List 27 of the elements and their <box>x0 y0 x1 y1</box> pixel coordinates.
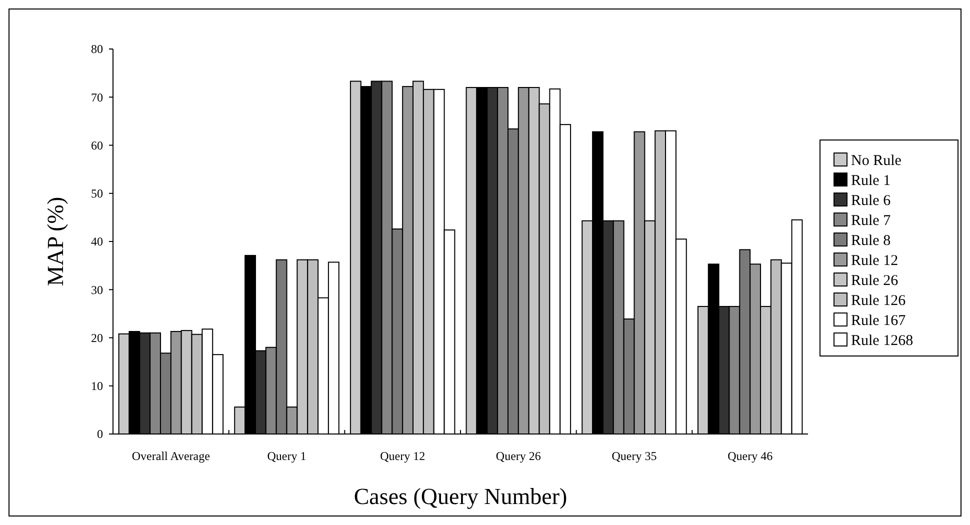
y-tick-label: 20 <box>91 330 103 345</box>
x-tick-label: Query 1 <box>267 449 306 463</box>
x-tick-label: Query 26 <box>496 449 541 463</box>
x-tick-label: Query 35 <box>612 449 657 463</box>
x-tick-label: Query 12 <box>380 449 426 463</box>
y-tick-label: 30 <box>91 282 103 297</box>
y-tick-label: 70 <box>91 90 103 104</box>
legend-label: Rule 126 <box>851 293 906 309</box>
y-tick-label: 10 <box>91 379 103 394</box>
y-tick-label: 60 <box>91 138 103 152</box>
legend-label: Rule 167 <box>851 313 906 329</box>
legend-label: No Rule <box>851 153 902 169</box>
legend-label: Rule 7 <box>851 213 892 229</box>
x-tick-label: Query 46 <box>728 449 773 463</box>
legend-label: Rule 6 <box>851 193 892 209</box>
y-tick-label: 40 <box>91 234 103 249</box>
y-tick-label: 50 <box>91 186 103 201</box>
x-tick-label: Overall Average <box>132 449 210 463</box>
x-axis-title: Cases (Query Number) <box>354 484 568 509</box>
legend-label: Rule 8 <box>851 233 891 249</box>
legend-label: Rule 1 <box>851 173 891 189</box>
y-axis-title: MAP (%) <box>43 196 68 286</box>
legend-label: Rule 1268 <box>851 333 914 349</box>
y-tick-label: 0 <box>97 427 103 442</box>
legend-label: Rule 12 <box>851 253 898 269</box>
legend-label: Rule 26 <box>851 273 899 289</box>
y-tick-label: 80 <box>91 42 103 56</box>
